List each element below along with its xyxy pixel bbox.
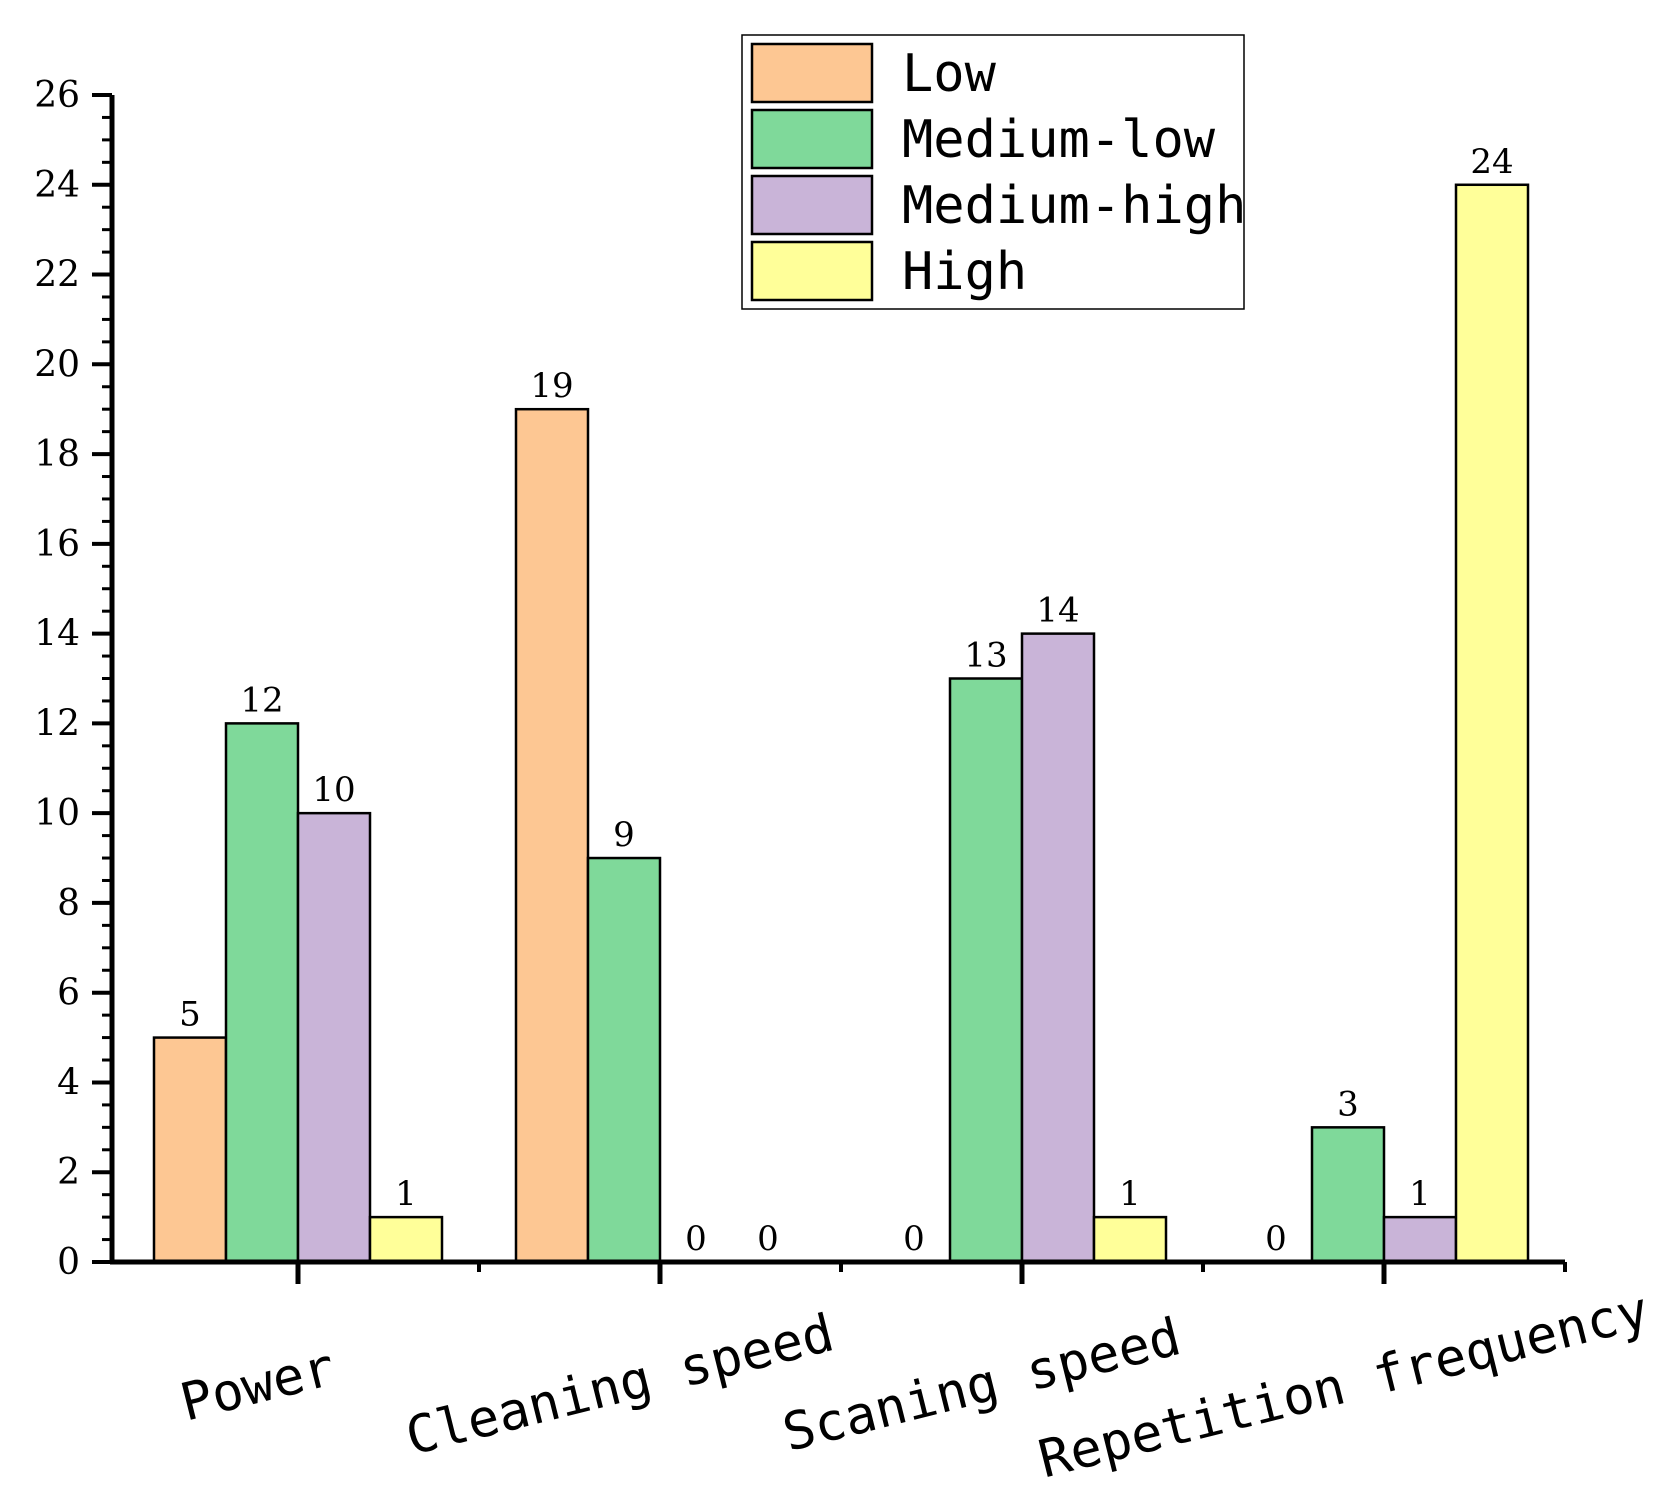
y-tick-label: 16 — [34, 524, 80, 565]
bars-layer — [152, 183, 1530, 1264]
legend-label-low: Low — [902, 44, 997, 104]
data-label-repetition-frequency-high: 24 — [1470, 142, 1513, 182]
data-label-repetition-frequency-medium-high: 1 — [1409, 1174, 1431, 1214]
bar-cleaning-speed-medium-low — [586, 856, 662, 1264]
bar-power-low — [152, 1036, 228, 1264]
bar-scaning-speed-medium-high — [1020, 632, 1096, 1264]
y-tick-label: 18 — [34, 434, 80, 475]
y-tick-label: 0 — [57, 1242, 80, 1283]
data-label-cleaning-speed-high: 0 — [757, 1219, 779, 1259]
data-label-scaning-speed-medium-high: 14 — [1036, 591, 1079, 631]
data-label-power-medium-low: 12 — [240, 680, 283, 720]
data-label-cleaning-speed-medium-low: 9 — [613, 815, 635, 855]
data-label-power-high: 1 — [395, 1174, 417, 1214]
x-category-label-repetition-frequency: Repetition frequency — [1033, 1281, 1655, 1491]
y-tick-label: 10 — [34, 793, 80, 834]
data-label-power-low: 5 — [179, 995, 201, 1035]
y-tick-label: 8 — [57, 883, 80, 924]
legend-swatch-low — [750, 42, 874, 104]
y-tick-label: 26 — [34, 75, 80, 116]
bar-repetition-frequency-high — [1454, 183, 1530, 1264]
legend-swatch-medium-low — [750, 108, 874, 170]
data-label-scaning-speed-medium-low: 13 — [964, 636, 1007, 676]
y-tick-label: 6 — [57, 973, 80, 1014]
x-category-label-power: Power — [175, 1337, 341, 1433]
y-tick-label: 2 — [57, 1152, 80, 1193]
data-label-cleaning-speed-medium-high: 0 — [685, 1219, 707, 1259]
y-tick-label: 22 — [34, 255, 80, 296]
bar-power-medium-high — [296, 811, 372, 1264]
legend-label-high: High — [902, 242, 1027, 302]
y-tick-label: 20 — [34, 344, 80, 385]
data-label-repetition-frequency-medium-low: 3 — [1337, 1084, 1359, 1124]
bar-scaning-speed-medium-low — [948, 677, 1024, 1264]
bar-repetition-frequency-medium-high — [1382, 1215, 1458, 1264]
data-label-power-medium-high: 10 — [312, 770, 355, 810]
data-label-scaning-speed-high: 1 — [1119, 1174, 1141, 1214]
y-tick-label: 4 — [57, 1062, 80, 1103]
legend-label-medium-high: Medium-high — [902, 176, 1246, 236]
y-tick-label: 12 — [34, 703, 80, 744]
bar-repetition-frequency-medium-low — [1310, 1126, 1386, 1264]
x-category-label-cleaning-speed: Cleaning speed — [400, 1303, 840, 1467]
bar-cleaning-speed-low — [514, 407, 590, 1264]
bar-scaning-speed-high — [1092, 1215, 1168, 1264]
y-tick-label: 24 — [34, 165, 80, 206]
data-label-scaning-speed-low: 0 — [903, 1219, 925, 1259]
bar-power-medium-low — [224, 722, 300, 1264]
legend-label-medium-low: Medium-low — [902, 110, 1216, 170]
y-tick-label: 14 — [34, 614, 80, 655]
data-label-cleaning-speed-low: 19 — [530, 366, 573, 406]
bar-power-high — [368, 1215, 444, 1264]
data-label-repetition-frequency-low: 0 — [1265, 1219, 1287, 1259]
legend-swatch-medium-high — [750, 174, 874, 236]
legend-swatch-high — [750, 240, 874, 302]
